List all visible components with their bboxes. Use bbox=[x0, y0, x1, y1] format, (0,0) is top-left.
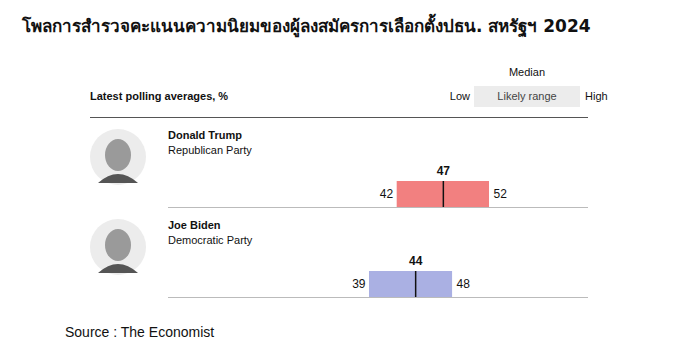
html-text:Democratic Party: Democratic Party bbox=[168, 234, 253, 246]
html-text:Republican Party: Republican Party bbox=[168, 144, 252, 156]
html-text:Source : The Economist: Source : The Economist bbox=[65, 324, 215, 340]
html-text:Low: Low bbox=[449, 90, 470, 102]
svg-text:39: 39 bbox=[352, 277, 366, 291]
html-text:Median: Median bbox=[509, 66, 545, 78]
html-text:Joe Biden: Joe Biden bbox=[168, 219, 221, 231]
svg-text:52: 52 bbox=[494, 187, 508, 201]
svg-text:42: 42 bbox=[380, 187, 394, 201]
svg-text:48: 48 bbox=[457, 277, 471, 291]
svg-text:47: 47 bbox=[437, 164, 451, 178]
html-text:โพลการสำรวจคะแนนความนิยมของผู้: โพลการสำรวจคะแนนความนิยมของผู้ลงสมัครการ… bbox=[22, 16, 591, 36]
html-text:Likely range: Likely range bbox=[497, 90, 557, 102]
svg-text:44: 44 bbox=[409, 254, 423, 268]
html-text:High: High bbox=[585, 90, 608, 102]
html-text:Latest polling averages, %: Latest polling averages, % bbox=[90, 90, 229, 102]
html-text:Donald Trump: Donald Trump bbox=[168, 129, 242, 141]
